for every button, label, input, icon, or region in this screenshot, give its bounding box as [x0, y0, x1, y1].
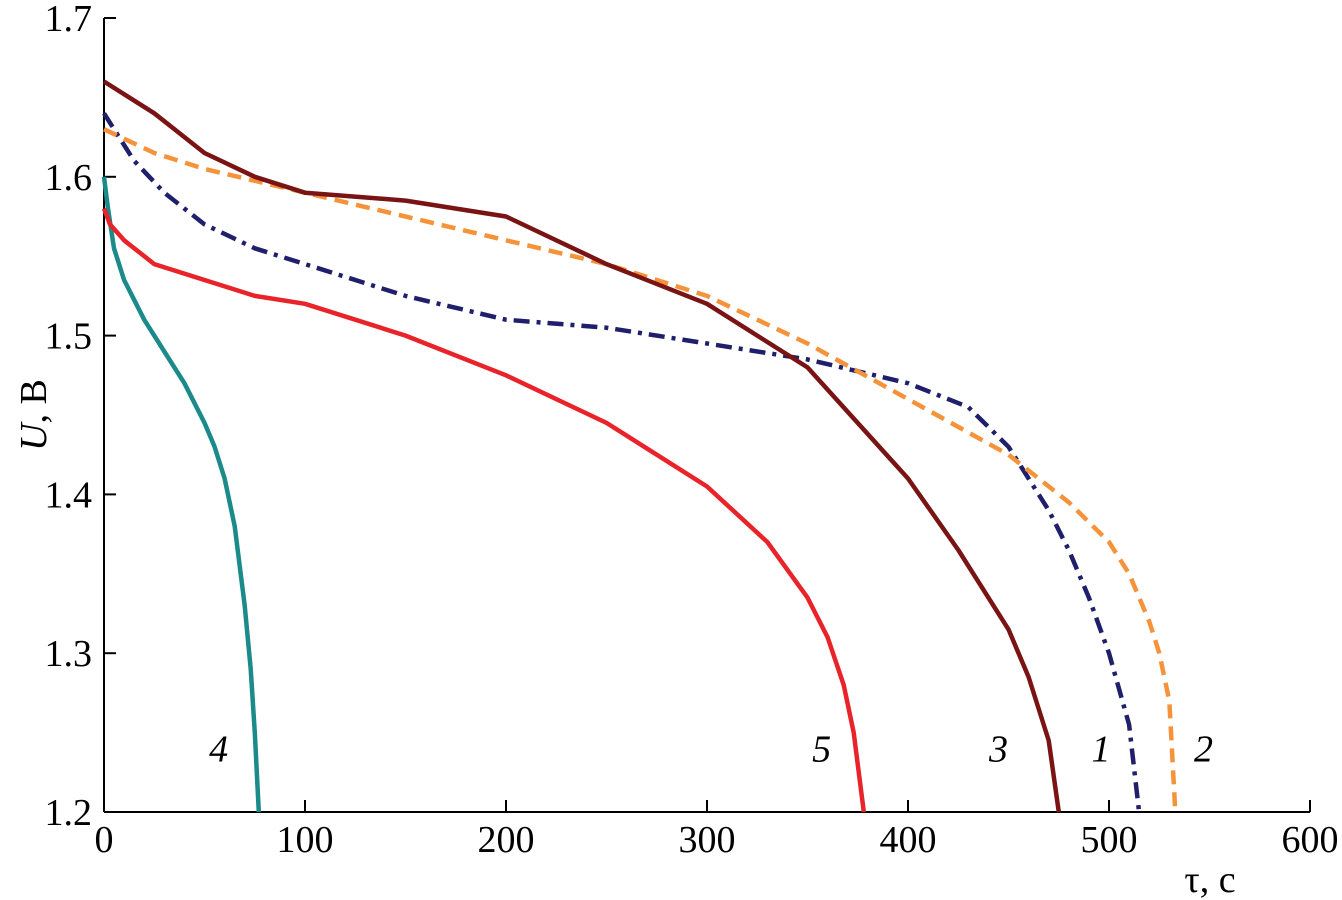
- y-tick-label: 1.4: [45, 474, 93, 516]
- series-5-line: [101, 207, 867, 813]
- x-tick-label: 500: [1081, 819, 1138, 861]
- x-tick-label: 200: [478, 819, 535, 861]
- series-4-line: [101, 176, 262, 813]
- y-axis-label-symbol: U: [13, 421, 55, 451]
- y-tick-label: 1.3: [45, 633, 93, 675]
- x-tick-label: 0: [95, 819, 114, 861]
- x-tick-label: 300: [679, 819, 736, 861]
- axes: [103, 18, 1310, 813]
- x-axis-label: τ, с: [1184, 859, 1235, 900]
- series-5-label: 5: [812, 728, 831, 770]
- curve-labels: 1 2 3 4 5: [209, 728, 1213, 770]
- series-2-label: 2: [1194, 728, 1213, 770]
- series-group: [101, 79, 1178, 813]
- series-1-line: [102, 112, 1142, 813]
- series-3-label: 3: [988, 728, 1008, 770]
- series-2-line: [103, 127, 1178, 813]
- y-tick-label: 1.2: [45, 792, 93, 834]
- y-tick-label: 1.7: [45, 0, 93, 40]
- x-tick-label: 600: [1282, 819, 1339, 861]
- y-ticks: 1.2 1.3 1.4 1.5 1.6 1.7: [45, 0, 116, 834]
- y-axis-label-unit: , В: [13, 379, 55, 423]
- y-axis-label: U, В: [13, 379, 55, 451]
- y-tick-label: 1.5: [45, 316, 93, 358]
- series-1-label: 1: [1091, 728, 1110, 770]
- series-3-line: [102, 79, 1062, 813]
- x-tick-label: 100: [277, 819, 334, 861]
- x-tick-label: 400: [880, 819, 937, 861]
- series-4-label: 4: [209, 728, 228, 770]
- y-tick-label: 1.6: [45, 157, 93, 199]
- x-ticks: 0 100 200 300 400 500 600: [95, 800, 1339, 861]
